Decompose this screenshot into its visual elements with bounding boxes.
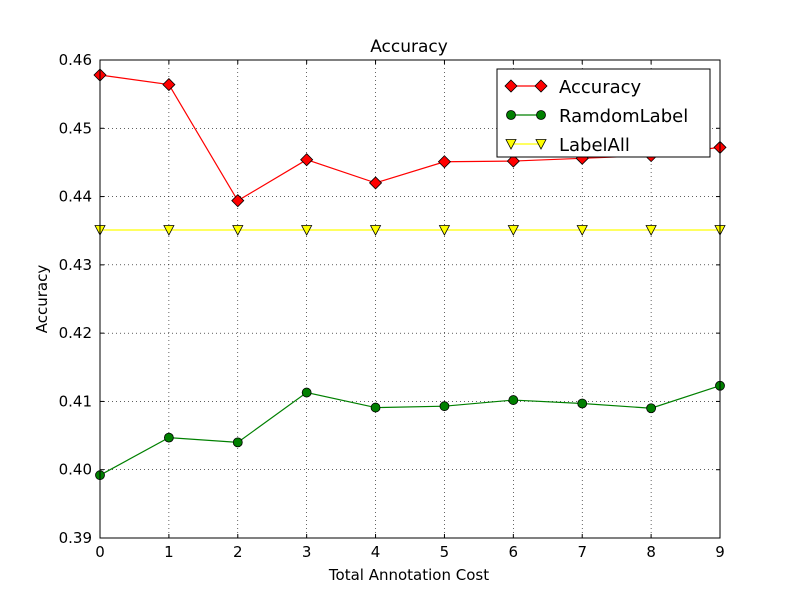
- legend-label: RamdomLabel: [559, 106, 688, 127]
- data-point: [369, 225, 382, 236]
- x-tick-label: 7: [577, 543, 587, 561]
- y-tick-label: 0.42: [59, 324, 92, 342]
- data-point: [163, 432, 174, 443]
- series-line: [99, 385, 721, 476]
- x-tick-label: 4: [371, 543, 381, 561]
- data-point: [437, 155, 452, 169]
- y-tick-label: 0.46: [59, 51, 92, 69]
- legend-item-ramdomlabel: RamdomLabel: [506, 106, 688, 127]
- legend-item-accuracy: Accuracy: [504, 77, 642, 98]
- legend-marker: [534, 79, 548, 93]
- x-tick-label: 3: [302, 543, 312, 561]
- y-tick-label: 0.41: [59, 392, 92, 410]
- legend-label: Accuracy: [559, 77, 642, 98]
- data-point: [646, 403, 657, 414]
- x-tick-label: 2: [233, 543, 243, 561]
- x-tick-label: 8: [646, 543, 656, 561]
- x-tick-label: 9: [715, 543, 725, 561]
- data-point: [231, 194, 245, 208]
- legend-marker: [504, 79, 518, 93]
- data-point: [645, 225, 657, 236]
- series-ramdomlabel: [95, 380, 725, 481]
- data-point: [301, 387, 312, 398]
- legend-marker: [535, 139, 547, 150]
- y-tick-label: 0.44: [59, 188, 92, 206]
- data-point: [508, 395, 519, 405]
- legend-marker: [536, 110, 546, 120]
- data-point: [507, 225, 519, 236]
- legend-label: LabelAll: [559, 135, 630, 156]
- legend-item-labelall: LabelAll: [505, 135, 630, 156]
- data-point: [370, 402, 381, 413]
- data-point: [576, 225, 588, 236]
- x-tick-label: 6: [509, 543, 519, 561]
- y-tick-label: 0.43: [59, 256, 92, 274]
- x-tick-label: 0: [95, 543, 105, 561]
- x-tick-label: 5: [440, 543, 450, 561]
- data-point: [368, 176, 383, 190]
- legend-marker: [506, 110, 516, 120]
- y-tick-label: 0.40: [59, 461, 92, 479]
- tick-layer: 0 1 2 3 4 5 6 7 8 9 0.39 0.40 0.41 0.42 0.43 0.44 0.45 0.…: [59, 51, 725, 561]
- data-point: [506, 154, 520, 168]
- data-point: [162, 78, 176, 92]
- legend-box: [496, 68, 711, 158]
- y-tick-label: 0.45: [59, 119, 92, 137]
- y-tick-label: 0.39: [59, 529, 92, 547]
- plot-frame: [99, 59, 721, 539]
- data-point: [163, 225, 175, 236]
- y-axis-label: Accuracy: [33, 265, 51, 334]
- legend-marker: [505, 139, 517, 150]
- data-point: [577, 398, 588, 409]
- data-point: [438, 225, 451, 236]
- chart-title: Accuracy: [370, 37, 448, 57]
- x-axis-label: Total Annotation Cost: [328, 566, 489, 584]
- data-point: [232, 437, 243, 448]
- data-point: [439, 401, 450, 412]
- data-point: [301, 225, 313, 236]
- legend: Accuracy RamdomLabel LabelAll: [496, 68, 711, 158]
- data-point: [300, 153, 314, 167]
- data-point: [232, 225, 244, 236]
- x-tick-label: 1: [164, 543, 174, 561]
